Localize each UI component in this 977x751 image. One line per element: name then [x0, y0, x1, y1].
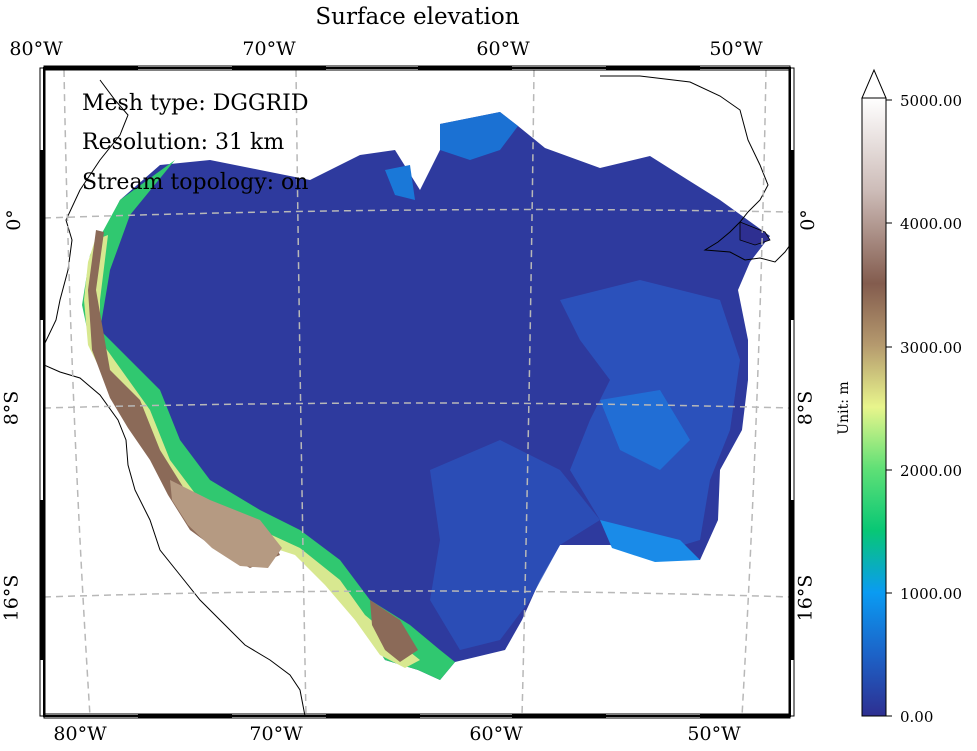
guiana-patch — [385, 165, 415, 200]
lat-label-left-16s: 16°S — [0, 574, 23, 622]
southern-andes-highlands — [370, 600, 418, 662]
lon-label-top-50w: 50°W — [709, 38, 763, 60]
lon-label-top-60w: 60°W — [476, 38, 530, 60]
colorbar-tick-4000: 4000.00 — [900, 215, 963, 233]
colorbar-tick-0: 0.00 — [900, 708, 934, 726]
lat-label-left-0: 0° — [2, 209, 25, 231]
lon-label-top-70w: 70°W — [242, 38, 296, 60]
atlantic-coastline — [600, 75, 790, 263]
lat-label-right-8s: 8°S — [794, 390, 817, 426]
lon-label-bottom-60w: 60°W — [469, 723, 523, 745]
map-border-ticks — [39, 65, 795, 719]
graticule — [44, 69, 790, 716]
map-title: Surface elevation — [315, 4, 520, 30]
map-panel — [44, 68, 790, 716]
colorbar-tick-5000: 5000.00 — [900, 92, 963, 110]
resolution-label: Resolution: 31 km — [82, 130, 285, 155]
lat-label-right-16s: 16°S — [794, 574, 817, 622]
lon-label-bottom-70w: 70°W — [249, 723, 303, 745]
lon-label-top-80w: 80°W — [9, 38, 63, 60]
colorbar-tick-2000: 2000.00 — [900, 462, 963, 480]
brazil-shield-patch — [600, 390, 690, 470]
lat-label-left-8s: 8°S — [0, 390, 23, 426]
mid-elevation-patch-south — [430, 440, 600, 650]
colorbar — [861, 68, 892, 717]
pacific-coastline — [44, 364, 306, 716]
colorbar-tick-1000: 1000.00 — [900, 585, 963, 603]
lon-label-bottom-50w: 50°W — [687, 723, 741, 745]
south-east-edge-patch — [600, 520, 700, 562]
north-shield-patch — [440, 112, 518, 160]
andes-green-band — [82, 160, 455, 680]
pacific-coastline-north — [44, 79, 129, 346]
basin-region — [85, 112, 770, 680]
lat-label-right-0: 0° — [796, 209, 819, 231]
colorbar-tick-3000: 3000.00 — [900, 339, 963, 357]
colorbar-extend-arrow — [861, 68, 887, 99]
altiplano — [170, 480, 282, 568]
stream-topology-label: Stream topology: on — [82, 170, 309, 195]
colorbar-unit-label: Unit: m — [836, 381, 852, 435]
colorbar-ticks — [886, 99, 892, 717]
colorbar-gradient — [861, 97, 887, 717]
mesh-type-label: Mesh type: DGGRID — [82, 91, 309, 116]
lon-label-bottom-80w: 80°W — [53, 723, 107, 745]
